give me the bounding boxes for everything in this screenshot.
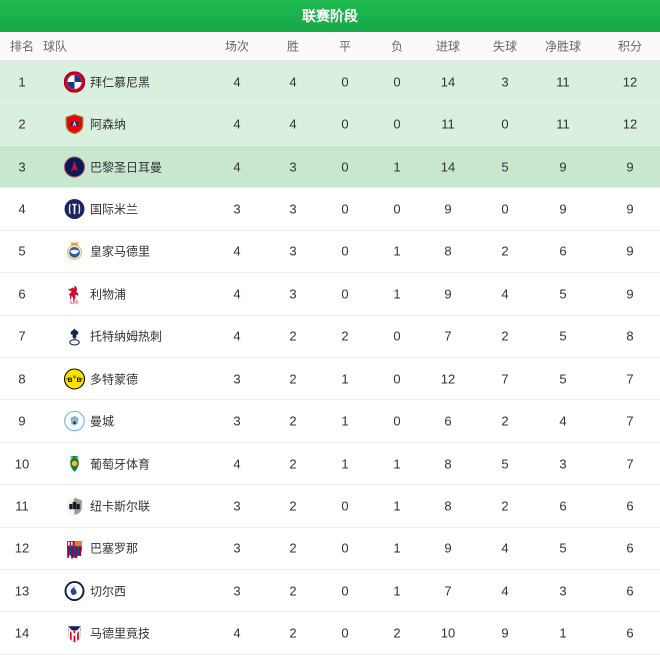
svg-text:B: B [77, 377, 82, 384]
svg-text:A: A [73, 122, 77, 128]
svg-text:B: B [68, 377, 73, 384]
svg-text:LFC: LFC [70, 299, 78, 304]
